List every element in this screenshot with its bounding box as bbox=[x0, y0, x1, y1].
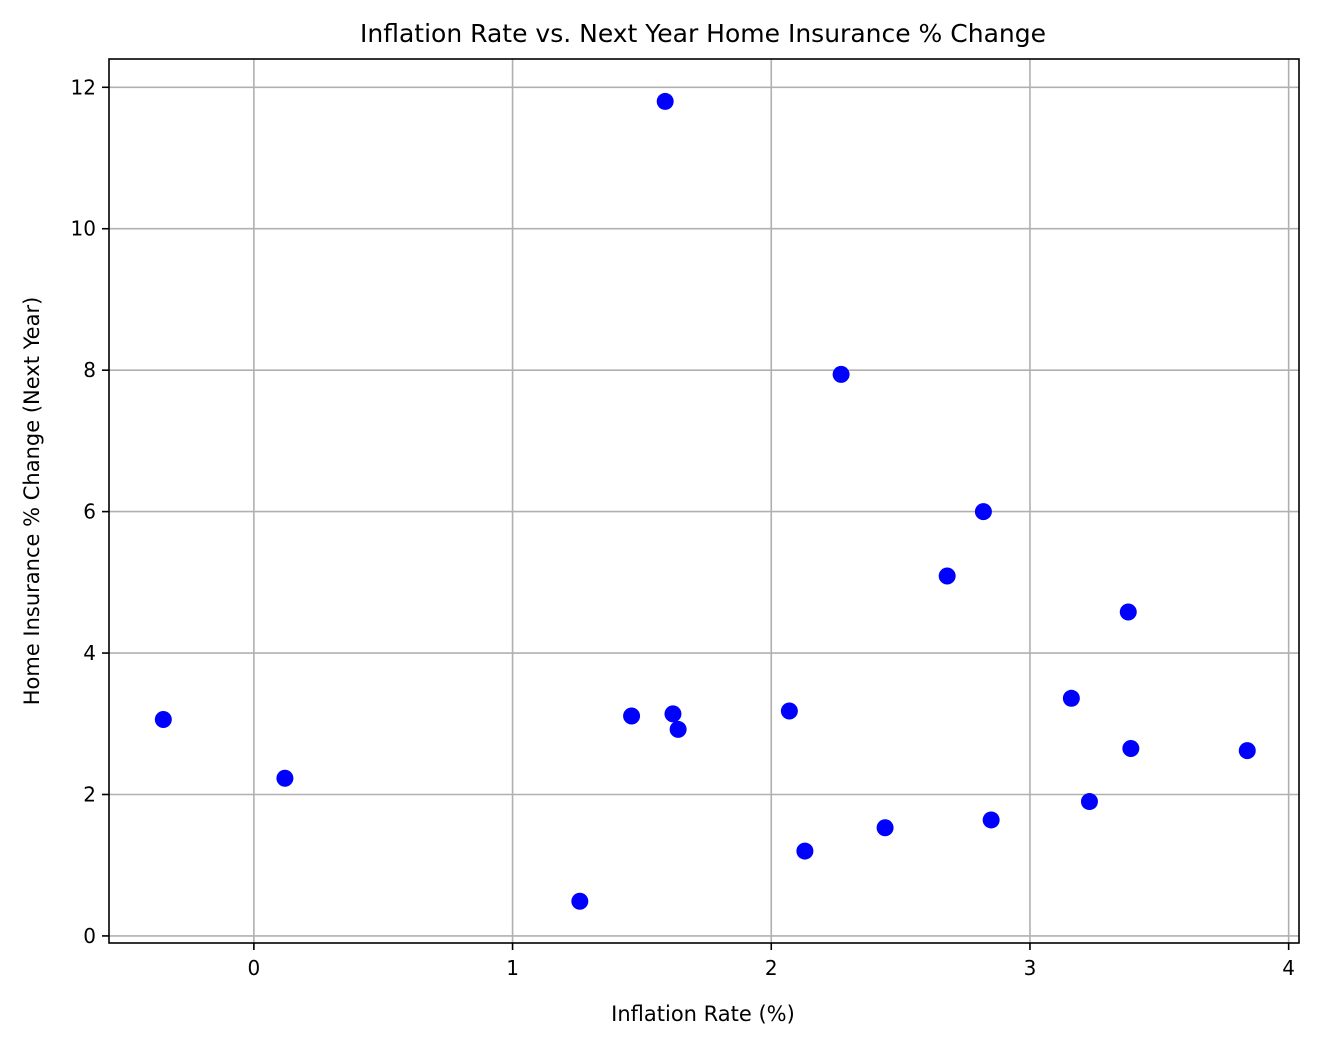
data-point bbox=[669, 720, 687, 738]
x-tick-label: 3 bbox=[1024, 956, 1037, 980]
data-point bbox=[796, 842, 814, 860]
data-point bbox=[780, 702, 798, 720]
y-tick-label: 0 bbox=[83, 924, 96, 948]
y-tick-label: 2 bbox=[83, 782, 96, 806]
y-tick-label: 4 bbox=[83, 641, 96, 665]
plot-frame bbox=[108, 58, 1300, 944]
data-point bbox=[1122, 740, 1140, 758]
x-axis-ticks: 0 1 2 3 4 bbox=[248, 943, 1295, 980]
y-tick-label: 12 bbox=[71, 75, 96, 99]
y-axis-ticks: 0 2 4 6 8 10 12 bbox=[71, 75, 109, 948]
data-points bbox=[154, 92, 1256, 910]
data-point bbox=[1080, 793, 1098, 811]
data-point bbox=[1119, 603, 1137, 621]
data-point bbox=[1238, 742, 1256, 760]
data-point bbox=[276, 769, 294, 787]
data-point bbox=[154, 711, 172, 729]
y-tick-label: 6 bbox=[83, 500, 96, 524]
data-point bbox=[1062, 689, 1080, 707]
x-tick-label: 4 bbox=[1282, 956, 1295, 980]
data-point bbox=[938, 567, 956, 585]
y-tick-label: 8 bbox=[83, 358, 96, 382]
data-point bbox=[982, 811, 1000, 829]
data-point bbox=[974, 503, 992, 521]
chart-title: Inflation Rate vs. Next Year Home Insura… bbox=[360, 19, 1046, 48]
data-point bbox=[832, 365, 850, 383]
y-axis-label: Home Insurance % Change (Next Year) bbox=[20, 297, 44, 706]
data-point bbox=[623, 707, 641, 725]
x-tick-label: 1 bbox=[506, 956, 519, 980]
x-axis-label: Inflation Rate (%) bbox=[611, 1002, 795, 1026]
y-tick-label: 10 bbox=[71, 217, 96, 241]
x-tick-label: 2 bbox=[765, 956, 778, 980]
x-tick-label: 0 bbox=[248, 956, 261, 980]
data-point bbox=[664, 705, 682, 723]
data-point bbox=[571, 892, 589, 910]
data-point bbox=[876, 819, 894, 837]
data-point bbox=[656, 92, 674, 110]
grid-lines bbox=[109, 59, 1299, 943]
